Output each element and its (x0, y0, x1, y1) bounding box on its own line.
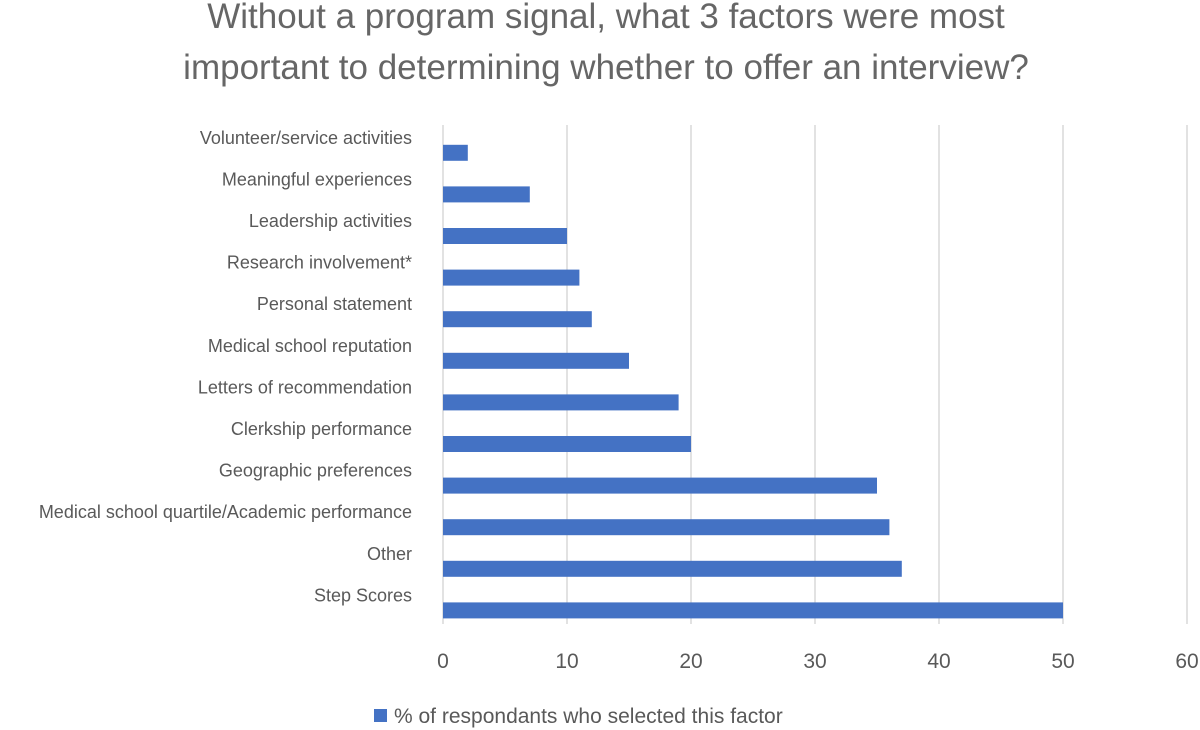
category-label-3: Research involvement* (227, 253, 412, 273)
x-tick-label-20: 20 (679, 650, 702, 673)
chart-title-line-1: Without a program signal, what 3 factors… (207, 0, 1005, 36)
chart-title-line-2: important to determining whether to offe… (183, 48, 1029, 87)
bar-7 (443, 436, 691, 452)
x-axis-tick-labels: 0 10 20 30 40 50 60 (437, 650, 1199, 673)
bar-5 (443, 352, 629, 369)
bar-1 (443, 186, 530, 203)
bar-9 (443, 519, 890, 536)
x-tick-label-40: 40 (927, 650, 950, 673)
bar-0 (443, 144, 468, 161)
category-label-8: Geographic preferences (219, 461, 412, 481)
x-tick-label-60: 60 (1175, 650, 1198, 673)
category-label-2: Leadership activities (249, 211, 412, 231)
category-label-6: Letters of recommendation (198, 377, 412, 397)
x-tick-label-10: 10 (555, 650, 578, 673)
category-label-10: Other (367, 544, 412, 564)
legend-swatch (374, 709, 387, 722)
bar-3 (443, 269, 580, 286)
category-label-9: Medical school quartile/Academic perform… (39, 502, 412, 522)
category-label-1: Meaningful experiences (222, 169, 412, 189)
bar-2 (443, 228, 567, 244)
bar-4 (443, 311, 592, 328)
x-tick-label-0: 0 (437, 650, 449, 673)
category-label-5: Medical school reputation (208, 336, 412, 356)
bars (443, 144, 1063, 619)
category-labels: Volunteer/service activities Meaningful e… (39, 128, 412, 606)
category-label-4: Personal statement (257, 294, 412, 314)
x-tick-label-50: 50 (1051, 650, 1074, 673)
bar-6 (443, 394, 679, 411)
bar-8 (443, 477, 877, 494)
legend-label: % of respondants who selected this facto… (394, 705, 783, 728)
bar-11 (443, 602, 1063, 619)
category-label-11: Step Scores (314, 585, 412, 605)
bar-10 (443, 560, 902, 577)
chart-title: Without a program signal, what 3 factors… (183, 0, 1029, 87)
legend: % of respondants who selected this facto… (374, 705, 783, 728)
category-label-7: Clerkship performance (231, 419, 412, 439)
x-tick-label-30: 30 (803, 650, 826, 673)
gridlines (442, 125, 1188, 624)
category-label-0: Volunteer/service activities (200, 128, 412, 148)
